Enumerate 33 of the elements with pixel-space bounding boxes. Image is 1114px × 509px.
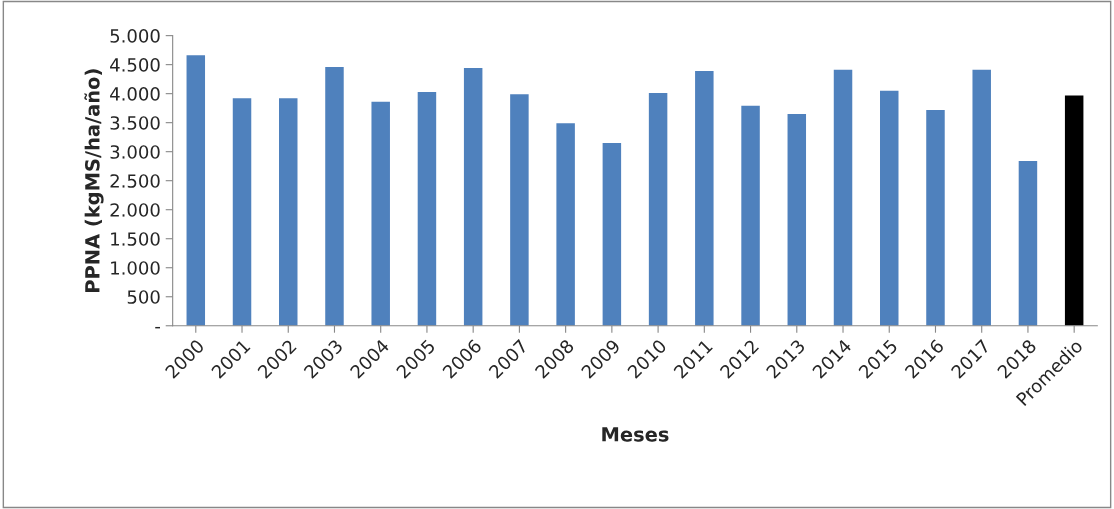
y-tick-label: 3.500 bbox=[110, 116, 160, 130]
y-tick-label: 500 bbox=[127, 290, 160, 304]
y-tick-label: 4.000 bbox=[110, 87, 160, 101]
bar bbox=[556, 123, 575, 326]
bar bbox=[510, 94, 529, 326]
bar bbox=[463, 68, 483, 326]
bar bbox=[972, 69, 991, 326]
bar bbox=[186, 55, 206, 326]
bar bbox=[279, 98, 298, 326]
bar bbox=[602, 142, 622, 326]
bar bbox=[232, 98, 252, 326]
bar bbox=[833, 69, 853, 326]
bar bbox=[417, 91, 437, 326]
y-tick-label: 5.000 bbox=[110, 29, 160, 43]
bar bbox=[371, 101, 390, 326]
bar bbox=[741, 105, 760, 326]
y-tick-label: 2.000 bbox=[110, 203, 160, 217]
y-tick-label: 4.500 bbox=[110, 58, 160, 72]
bar bbox=[926, 109, 945, 326]
bar bbox=[880, 90, 899, 326]
bar bbox=[325, 66, 344, 326]
bar bbox=[787, 113, 807, 326]
bar bbox=[1018, 160, 1038, 326]
y-axis-title: PPNA (kgMS/ha/año) bbox=[84, 69, 104, 292]
y-tick-label: 1.500 bbox=[111, 232, 160, 246]
bar bbox=[695, 71, 714, 326]
y-tick-label: 1.000 bbox=[111, 261, 160, 275]
bar bbox=[648, 93, 668, 326]
x-axis-title: Meses bbox=[602, 427, 669, 442]
y-tick-label: 2.500 bbox=[110, 174, 160, 188]
y-tick-label: - bbox=[155, 326, 160, 329]
bar bbox=[1064, 95, 1084, 326]
y-tick-label: 3.000 bbox=[110, 145, 160, 159]
